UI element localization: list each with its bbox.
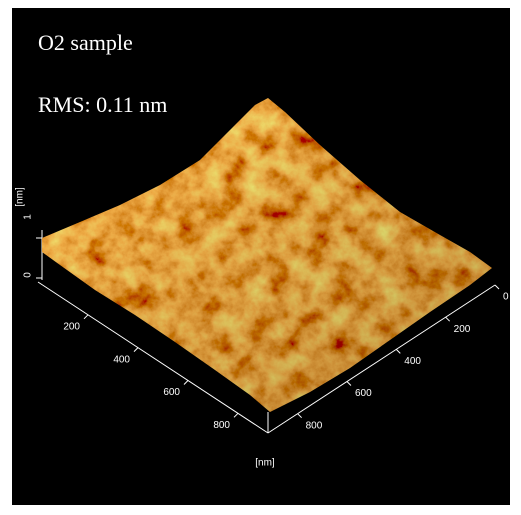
z-tick-label: 0 [23,272,34,278]
right-tick-label: 800 [306,420,323,431]
tick-mark [297,413,302,419]
rms: RMS: 0.11 nm [38,92,167,117]
tick-mark [395,348,401,354]
tick-mark [445,316,451,322]
right-tick-label: 600 [355,388,372,399]
right-tick-label: 0 [503,292,509,303]
tick-mark [346,381,352,386]
tick-mark [494,284,500,290]
left-tick-label: 400 [113,354,130,365]
left-tick-label: 200 [63,321,80,332]
tick-mark [183,380,189,385]
tick-mark [133,347,139,353]
title: O2 sample [38,30,133,55]
right-tick-label: 200 [454,324,471,335]
z-label: [nm] [15,187,26,207]
right-tick-label: 400 [404,356,421,367]
z-tick-label: 1 [23,214,34,220]
tick-mark [83,314,89,320]
left-tick-label: 600 [163,387,180,398]
tick-mark [233,412,239,418]
left-tick-label: 800 [213,420,230,431]
xy-unit: [nm] [255,458,275,469]
